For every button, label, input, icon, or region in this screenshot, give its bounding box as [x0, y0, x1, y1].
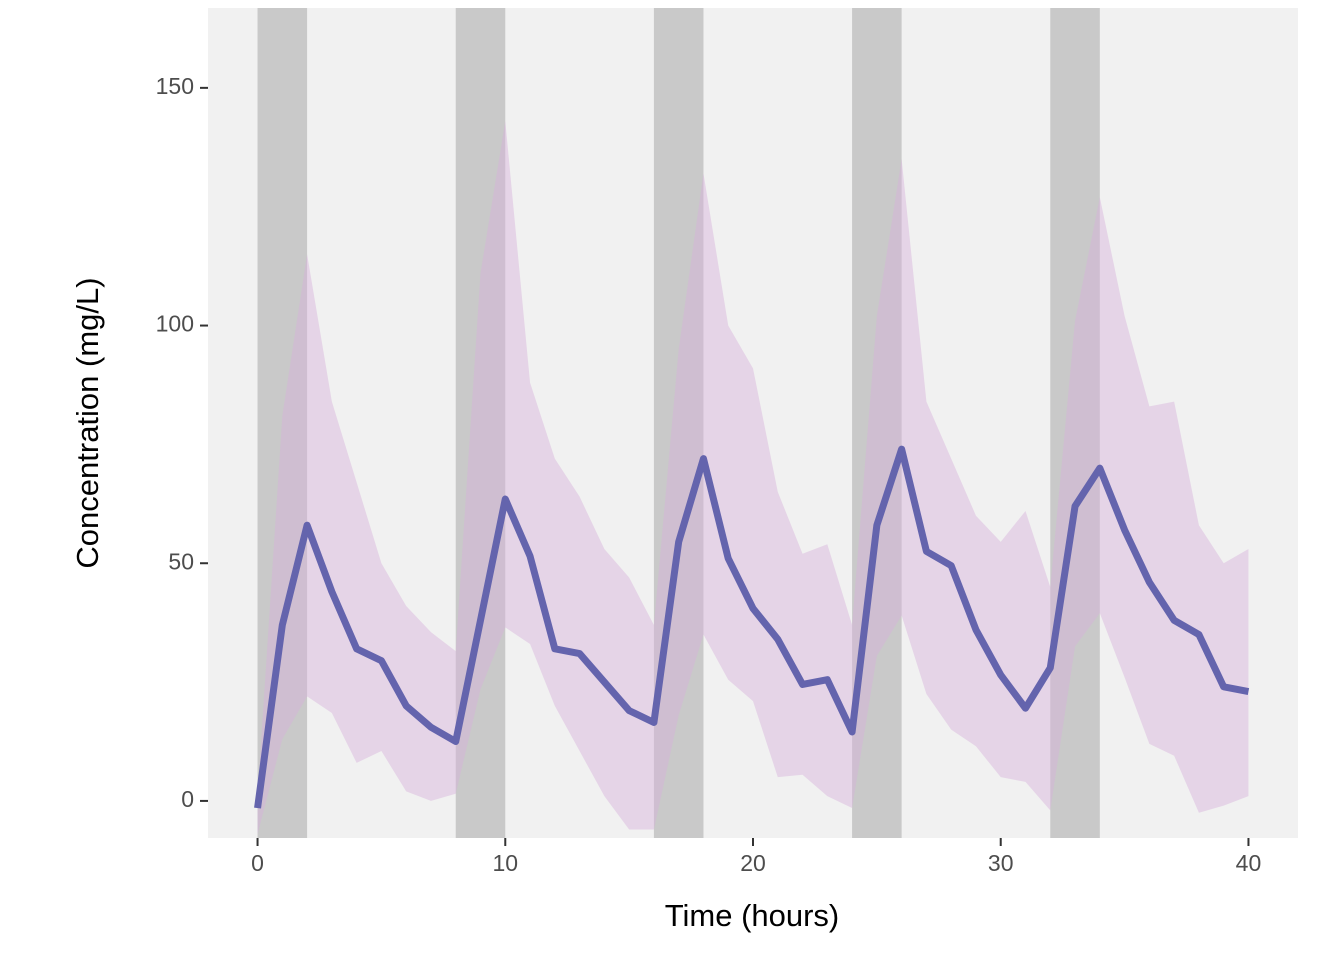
- median-line: [254, 445, 1250, 809]
- y-tick-label: 100: [156, 311, 194, 337]
- plot-background: [208, 8, 1298, 838]
- y-tick-label: 50: [168, 548, 194, 574]
- x-tick-label: 20: [740, 850, 766, 876]
- dosing-interval: [653, 8, 704, 838]
- y-tick-label: 0: [181, 786, 194, 812]
- y-axis-label: Concentration (mg/L): [70, 277, 105, 568]
- x-axis-label: Time (hours): [665, 898, 840, 933]
- confidence-band: [257, 121, 1249, 835]
- y-tick-label: 150: [156, 73, 194, 99]
- x-tick-label: 30: [988, 850, 1014, 876]
- x-tick-label: 10: [492, 850, 518, 876]
- x-tick-label: 0: [251, 850, 264, 876]
- x-tick-label: 40: [1236, 850, 1262, 876]
- dosing-interval: [1050, 8, 1100, 838]
- dosing-interval: [852, 8, 902, 838]
- dosing-interval: [257, 8, 308, 838]
